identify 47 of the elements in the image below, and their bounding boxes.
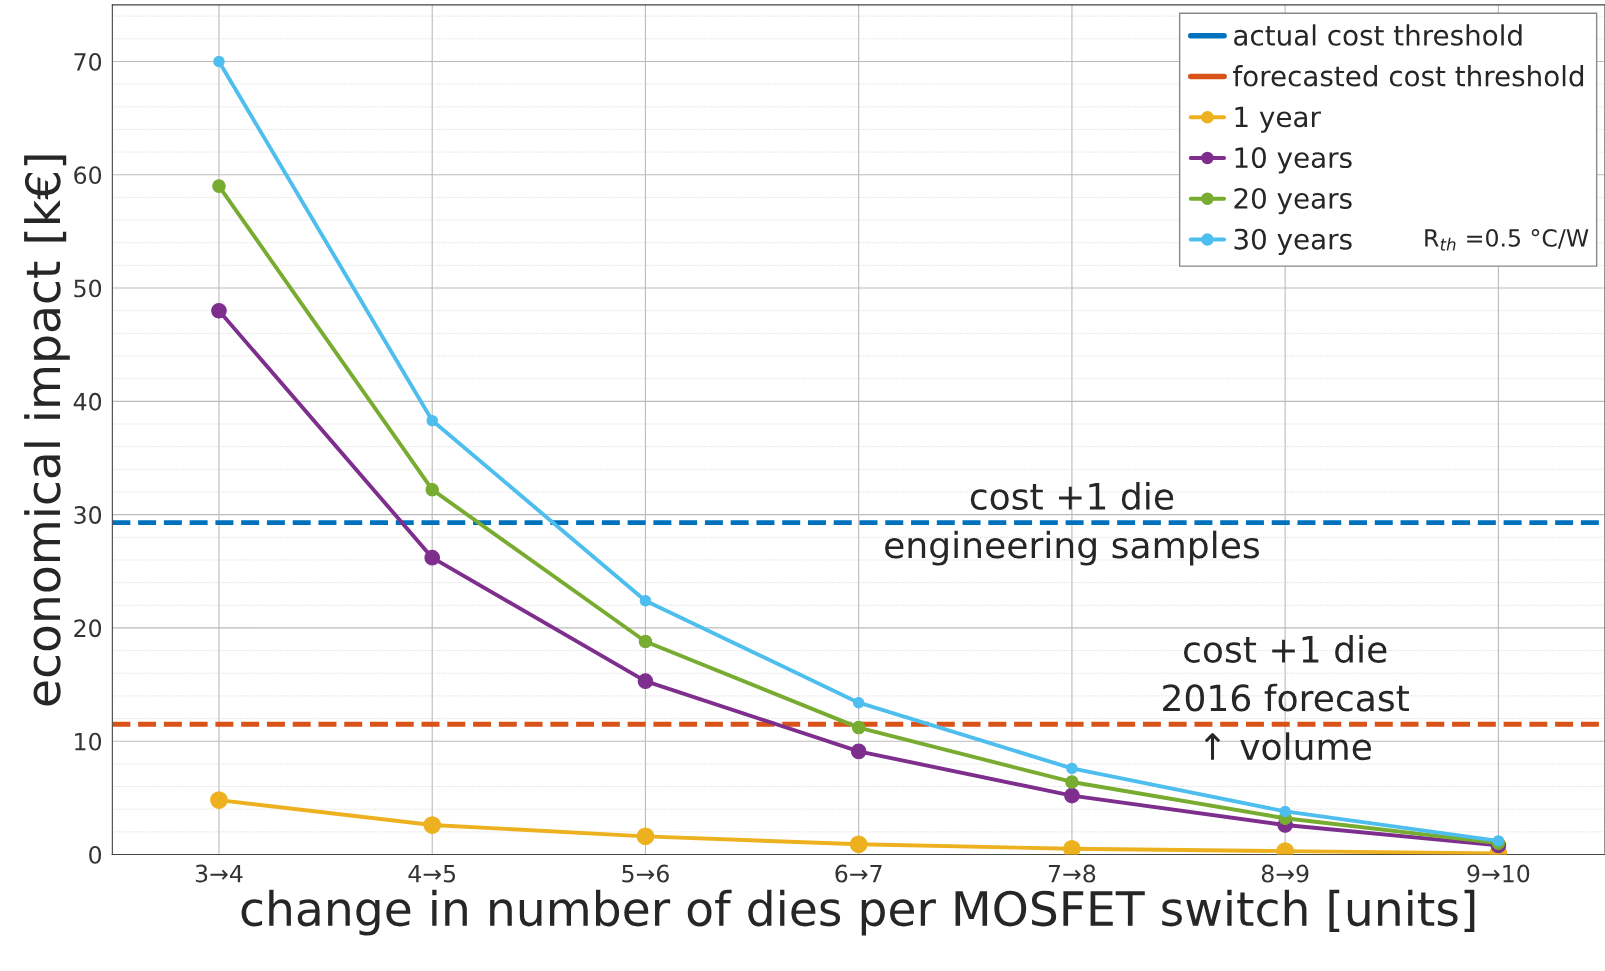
point — [636, 827, 655, 846]
x-tick-label: 7→8 — [1048, 864, 1096, 883]
point — [1063, 839, 1081, 855]
annotation: R$_{th}$ =0.5 °C/W — [1425, 229, 1589, 251]
legend-label: forecasted cost threshold — [1233, 65, 1584, 87]
x-tick-label: 3→4 — [195, 864, 243, 883]
point — [424, 549, 441, 566]
point — [849, 835, 868, 854]
y-tick-label: 50 — [74, 279, 102, 298]
point — [425, 482, 439, 497]
legend-label: actual cost threshold — [1234, 24, 1522, 46]
y-tick-label: 10 — [75, 732, 102, 751]
point — [1279, 805, 1291, 818]
y-axis-title: economical impact [k€] — [24, 155, 70, 706]
legend-label: 20 years — [1234, 187, 1352, 215]
point — [639, 595, 652, 607]
annotation: cost +1 die 2016 forecast ↑ volume — [1163, 634, 1409, 761]
point — [1064, 787, 1080, 804]
point — [426, 414, 438, 427]
point — [423, 816, 442, 834]
y-tick-label: 30 — [74, 506, 102, 524]
y-tick-label: 70 — [74, 52, 102, 71]
x-tick-label: 9→10 — [1467, 864, 1530, 883]
legend-label: 1 year — [1235, 106, 1321, 133]
y-tick-label: 0 — [89, 845, 102, 864]
x-tick-label: 5→6 — [622, 864, 669, 883]
point — [210, 791, 228, 809]
x-tick-label: 8→9 — [1261, 864, 1309, 883]
x-tick-label: 6→7 — [835, 864, 882, 883]
point — [637, 673, 654, 689]
point — [638, 634, 653, 649]
point — [852, 696, 865, 709]
point — [1066, 762, 1078, 775]
point — [212, 179, 226, 193]
point — [1065, 775, 1079, 789]
x-tick-label: 4→5 — [408, 864, 456, 883]
point — [851, 720, 866, 735]
y-tick-label: 60 — [74, 166, 102, 185]
y-tick-label: 20 — [74, 619, 102, 638]
legend-label: 30 years — [1234, 228, 1352, 256]
annotation: cost +1 die engineering samples — [885, 482, 1259, 566]
point — [213, 55, 225, 68]
point — [850, 743, 867, 760]
y-tick-label: 40 — [73, 392, 102, 411]
x-axis-title: change in number of dies per MOSFET switch [units] — [241, 889, 1475, 936]
point — [211, 302, 227, 319]
legend-label: 10 years — [1235, 147, 1352, 174]
